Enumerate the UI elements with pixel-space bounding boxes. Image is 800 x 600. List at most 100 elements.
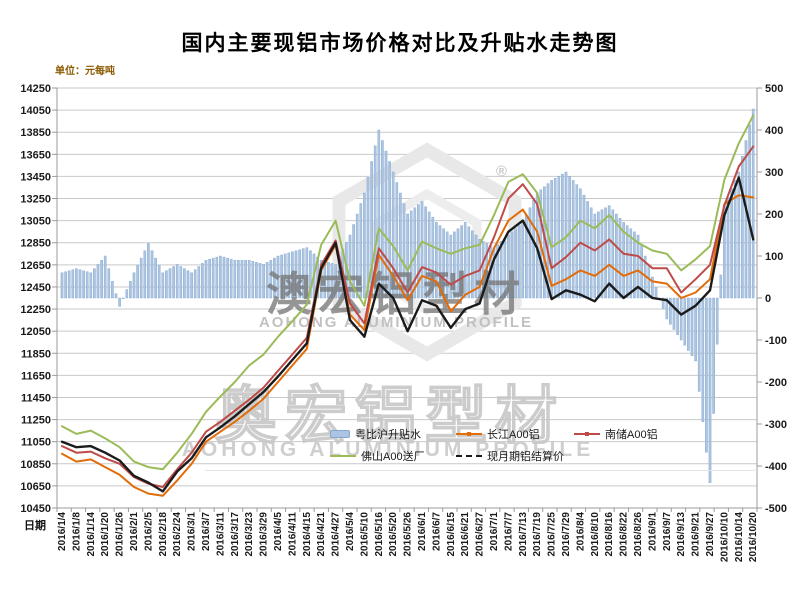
watermark-en-center: AOHONG ALUMINIUM PROFILE bbox=[259, 314, 533, 331]
y2-axis-label: -300 bbox=[765, 419, 787, 431]
x-axis-label: 2016/2/24 bbox=[172, 512, 183, 557]
premium-bar bbox=[60, 272, 64, 299]
premium-bar bbox=[672, 297, 676, 330]
premium-bar bbox=[269, 260, 273, 299]
x-axis-label: 2016/8/26 bbox=[633, 512, 644, 557]
x-axis-label: 2016/10/20 bbox=[748, 512, 759, 562]
x-axis-label: 2016/7/19 bbox=[532, 512, 543, 557]
premium-bar bbox=[103, 255, 107, 299]
x-axis-label: 2016/1/4 bbox=[57, 512, 68, 551]
premium-bar bbox=[132, 272, 136, 299]
y-axis-label: 12450 bbox=[20, 282, 51, 294]
premium-bars bbox=[60, 108, 755, 484]
x-axis-label: 2016/5/4 bbox=[345, 512, 356, 551]
y2-axis-label: -100 bbox=[765, 335, 787, 347]
premium-bar bbox=[93, 268, 96, 299]
premium-bar bbox=[107, 268, 111, 299]
y-axis-label: 11650 bbox=[21, 370, 51, 382]
legend-swatch-changjiang-icon bbox=[456, 432, 482, 436]
y2-axis-label: -500 bbox=[765, 503, 787, 515]
premium-bar bbox=[381, 140, 384, 299]
x-axis-label: 2016/2/18 bbox=[158, 512, 169, 557]
premium-bar bbox=[593, 213, 597, 299]
watermark-text-center: 澳宏铝型材 AOHONG ALUMINIUM PROFILE bbox=[259, 268, 533, 331]
legend: 粤比沪升贴水 长江A00铝 南储A00铝 佛山A00送厂 现月期铝结算价 bbox=[330, 423, 690, 467]
premium-bar bbox=[208, 258, 211, 299]
legend-row-2: 佛山A00送厂 现月期铝结算价 bbox=[330, 445, 690, 467]
x-axis-label: 2016/7/1 bbox=[489, 512, 500, 551]
y2-axis-label: -400 bbox=[765, 461, 787, 473]
y-axis-label: 11850 bbox=[21, 348, 51, 360]
premium-bar bbox=[586, 201, 589, 299]
premium-bar bbox=[474, 234, 478, 299]
premium-bar bbox=[229, 258, 233, 299]
legend-swatch-premium-icon bbox=[330, 430, 350, 438]
premium-bar bbox=[255, 262, 258, 299]
premium-bar bbox=[424, 206, 427, 299]
y-axis-label: 12050 bbox=[20, 326, 51, 338]
x-axis-title: 日期 bbox=[24, 520, 46, 532]
x-axis-label: 2016/6/7 bbox=[431, 512, 442, 551]
x-axis-label: 2016/3/7 bbox=[201, 512, 212, 551]
y-axis-label: 10450 bbox=[20, 503, 51, 515]
y-axis-label: 14050 bbox=[20, 105, 51, 117]
premium-bar bbox=[301, 248, 305, 299]
premium-bar bbox=[273, 257, 276, 299]
y-axis-label: 11250 bbox=[21, 415, 51, 427]
x-axis-label: 2016/4/27 bbox=[331, 512, 342, 557]
watermark-logo: ® bbox=[332, 142, 522, 362]
premium-bar bbox=[633, 231, 636, 299]
premium-bar bbox=[618, 217, 622, 299]
premium-bar bbox=[150, 250, 154, 299]
x-axis-label: 2016/1/20 bbox=[100, 512, 111, 557]
legend-label-changjiang: 长江A00铝 bbox=[487, 429, 540, 441]
x-axis-label: 2016/3/11 bbox=[215, 512, 226, 556]
premium-bar bbox=[237, 260, 240, 299]
premium-bar bbox=[175, 264, 179, 299]
watermark-en-lower: AOHONG ALUMINIUM PROFILE bbox=[182, 438, 595, 461]
legend-label-nanchu: 南储A00铝 bbox=[605, 429, 658, 441]
premium-bar bbox=[183, 268, 186, 299]
premium-bar bbox=[435, 222, 438, 299]
x-axis-label: 2016/10/14 bbox=[734, 512, 745, 562]
x-axis-label: 2016/7/7 bbox=[503, 512, 514, 551]
x-axis-label: 2016/9/27 bbox=[705, 512, 716, 557]
line-foshan bbox=[61, 114, 755, 471]
premium-bar bbox=[262, 264, 265, 299]
y-axis-label: 10650 bbox=[20, 481, 51, 493]
x-axis-label: 2016/5/16 bbox=[374, 512, 385, 557]
premium-bar bbox=[82, 270, 85, 299]
x-axis-label: 2016/5/10 bbox=[359, 512, 370, 557]
premium-bar bbox=[211, 257, 215, 299]
premium-bar bbox=[719, 274, 723, 299]
x-axis-label: 2016/1/26 bbox=[115, 512, 126, 557]
x-axis-label: 2016/8/16 bbox=[604, 512, 615, 557]
premium-bar bbox=[251, 261, 255, 299]
premium-bar bbox=[294, 250, 298, 299]
x-axis-label: 2016/4/11 bbox=[287, 512, 298, 556]
premium-bar bbox=[125, 289, 129, 299]
premium-bar bbox=[705, 297, 708, 453]
premium-bar bbox=[741, 156, 744, 299]
premium-bar bbox=[431, 216, 435, 299]
x-axis-label: 2016/3/1 bbox=[187, 512, 198, 551]
premium-bar bbox=[737, 171, 741, 299]
legend-item-settlement: 现月期铝结算价 bbox=[456, 448, 574, 464]
premium-bar bbox=[427, 211, 431, 299]
premium-bar bbox=[276, 255, 280, 299]
y2-axis-label: 200 bbox=[765, 209, 783, 221]
legend-item-premium: 粤比沪升贴水 bbox=[330, 426, 456, 442]
premium-bar bbox=[352, 224, 355, 299]
watermark-text-lower: 奥宏铝型材 AOHONG ALUMINIUM PROFILE bbox=[182, 381, 595, 461]
premium-bar bbox=[179, 266, 183, 299]
premium-bar bbox=[222, 256, 226, 299]
premium-bar bbox=[355, 213, 359, 299]
premium-bar bbox=[604, 207, 607, 299]
premium-bar bbox=[730, 188, 733, 299]
x-axis-label: 2016/1/8 bbox=[71, 512, 82, 551]
premium-bar bbox=[143, 250, 147, 299]
x-axis-label: 2016/3/17 bbox=[230, 512, 241, 557]
hexagon-logo-inner bbox=[372, 188, 482, 316]
premium-bar bbox=[240, 260, 244, 299]
